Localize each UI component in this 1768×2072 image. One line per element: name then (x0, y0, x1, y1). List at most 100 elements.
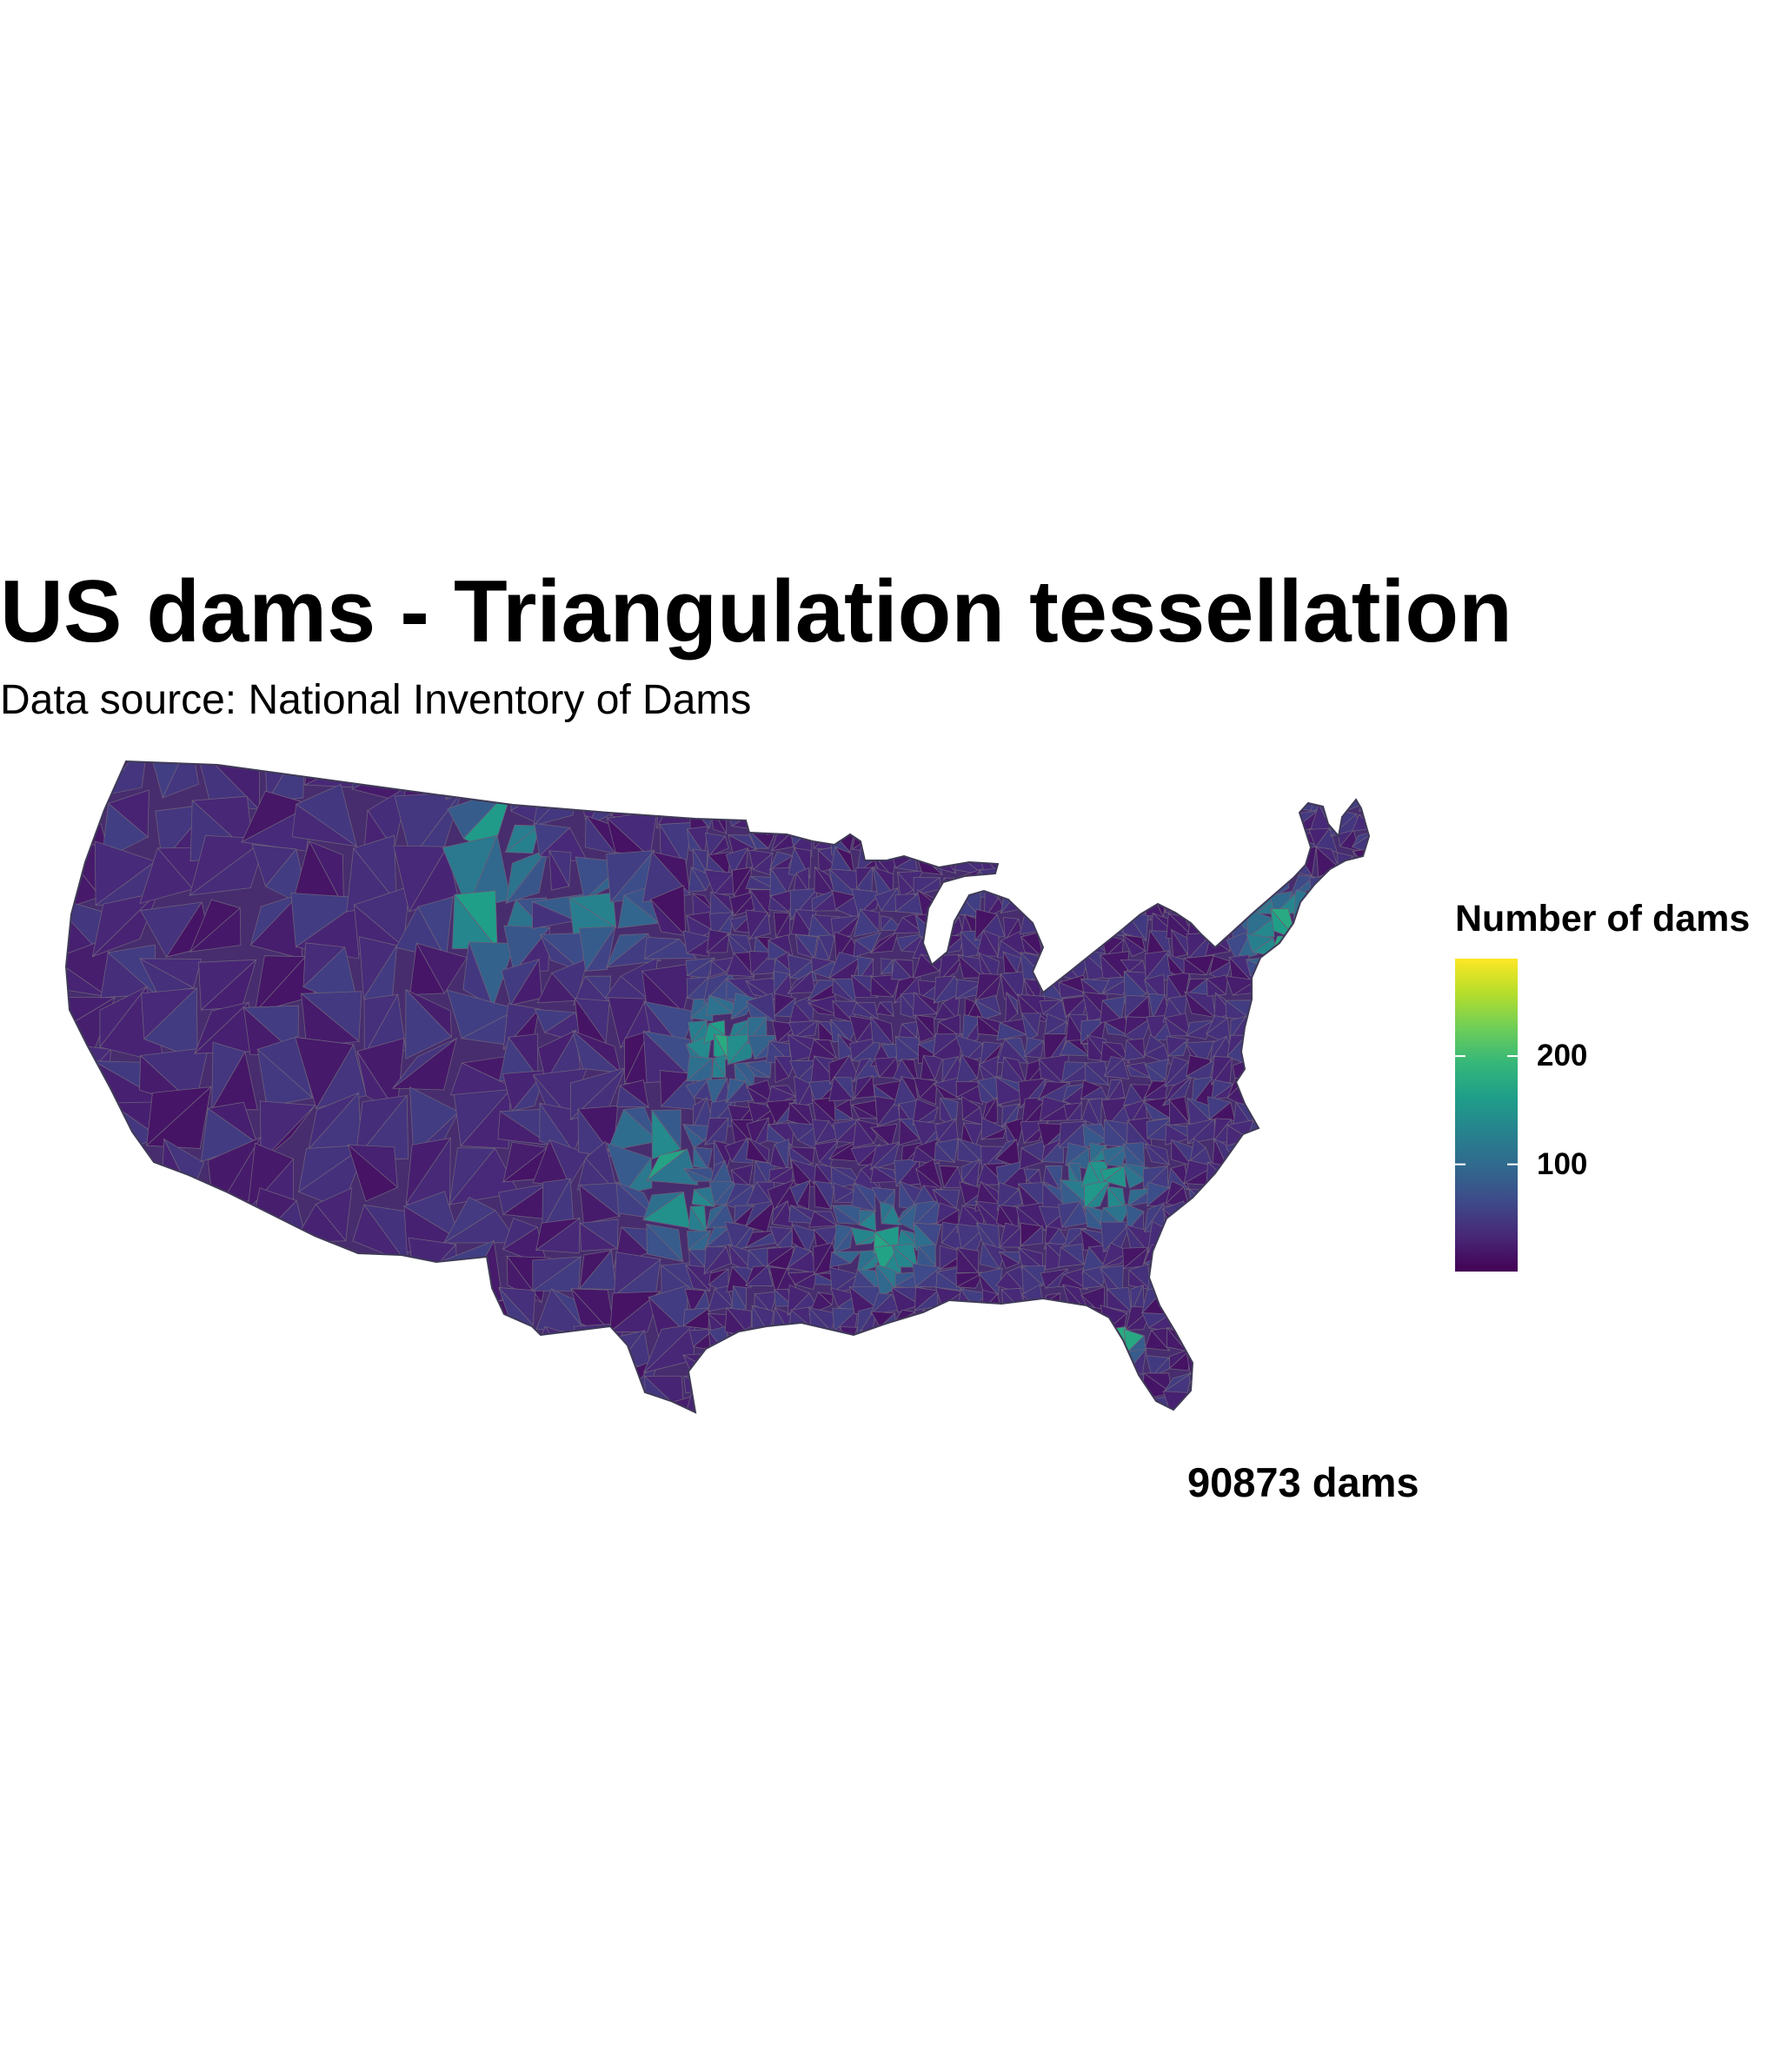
tessellation-cell (1080, 807, 1112, 827)
tessellation-cell (1332, 1179, 1352, 1204)
tessellation-cell (1355, 1368, 1369, 1391)
tessellation-cell (1293, 1076, 1313, 1106)
tessellation-cell (1080, 1086, 1107, 1099)
tessellation-cell (832, 811, 856, 835)
tessellation-cell (1226, 1185, 1255, 1211)
tessellation-cell (1333, 1398, 1361, 1412)
tessellation-cell (1266, 813, 1299, 830)
tessellation-cell (1329, 1229, 1354, 1254)
tessellation-cell (1165, 1269, 1195, 1295)
tessellation-cell (1372, 746, 1398, 774)
tessellation-cell (814, 1179, 832, 1210)
tessellation-cell (890, 761, 924, 774)
tessellation-cell (767, 1334, 798, 1353)
tessellation-cell (768, 761, 796, 767)
tessellation-cell (768, 1388, 797, 1412)
tessellation-cell (1309, 892, 1339, 920)
tessellation-cell (1184, 991, 1217, 1019)
tessellation-cell (1336, 890, 1362, 914)
chart-title: US dams - Triangulation tessellation (0, 563, 1512, 661)
tessellation-cell (1293, 1180, 1317, 1211)
tessellation-cell (1043, 1165, 1062, 1192)
tessellation-cell (1245, 1409, 1275, 1412)
tessellation-cell (1354, 1351, 1369, 1372)
tessellation-cell (1082, 1270, 1104, 1289)
tessellation-cell (790, 1389, 814, 1412)
tessellation-cell (999, 807, 1024, 831)
tessellation-cell (691, 772, 712, 789)
tessellation-cell (957, 761, 979, 772)
tessellation-cell (1253, 1247, 1271, 1270)
tessellation-cell (876, 1099, 901, 1127)
tessellation-cell (1128, 824, 1145, 851)
tessellation-cell (894, 766, 921, 795)
tessellation-cell (752, 852, 774, 875)
tessellation-cell (714, 1411, 735, 1412)
tessellation-cell (980, 806, 1005, 835)
tessellation-cell (978, 1325, 1007, 1357)
tessellation-cell (1330, 1414, 1356, 1441)
tessellation-cell (853, 1119, 875, 1148)
tessellation-cell (1079, 1370, 1104, 1398)
tessellation-cell (1206, 1269, 1238, 1285)
tessellation-cell (1087, 894, 1102, 920)
tessellation-cell (688, 1205, 708, 1232)
tessellation-cell (1106, 1375, 1126, 1399)
tessellation-cell (1108, 853, 1127, 869)
tessellation-cell (1373, 1043, 1400, 1063)
tessellation-cell (857, 783, 875, 807)
tessellation-cell (1372, 826, 1401, 853)
tessellation-cell (1268, 1064, 1290, 1086)
tessellation-cell (1380, 961, 1400, 982)
tessellation-cell (1308, 934, 1339, 958)
tessellation-cell (1378, 1185, 1398, 1211)
tessellation-cell (1040, 892, 1067, 916)
tessellation-cell (108, 1160, 155, 1214)
tessellation-cell (897, 871, 914, 898)
tessellation-cell (1228, 888, 1251, 921)
tessellation-cell (1044, 889, 1067, 913)
tessellation-cell (1271, 1353, 1299, 1378)
legend-colorbar (1455, 959, 1518, 1272)
tessellation-cell (976, 1352, 1008, 1376)
tessellation-cell (1309, 907, 1336, 934)
tessellation-cell (1267, 1064, 1295, 1079)
tessellation-cell (1250, 1144, 1277, 1167)
tessellation-cell (729, 1417, 751, 1433)
tessellation-cell (1020, 1225, 1043, 1247)
tessellation-cell (1229, 1394, 1253, 1412)
tessellation-cell (342, 1394, 399, 1412)
tessellation-cell (808, 761, 831, 768)
tessellation-cell (1187, 1243, 1208, 1273)
tessellation-cell (501, 761, 548, 791)
tessellation-cell (66, 1041, 112, 1112)
tessellation-cell (1270, 773, 1290, 795)
tessellation-cell (747, 1391, 768, 1412)
tessellation-cell (933, 764, 959, 794)
tessellation-cell (575, 1410, 627, 1412)
tessellation-cell (93, 1162, 147, 1213)
tessellation-cell (1268, 1288, 1298, 1306)
tessellation-cell (1235, 868, 1258, 893)
tessellation-cell (1227, 761, 1248, 774)
tessellation-cell (1020, 1395, 1040, 1412)
tessellation-cell (1308, 1185, 1334, 1207)
tessellation-cell (1000, 828, 1026, 859)
tessellation-cell (1354, 1224, 1369, 1253)
tessellation-cell (775, 805, 798, 829)
tessellation-cell (1290, 1227, 1319, 1252)
tessellation-cell (1020, 866, 1039, 893)
tessellation-cell (1166, 867, 1195, 893)
tessellation-cell (1267, 1037, 1290, 1056)
tessellation-cell (833, 761, 862, 770)
tessellation-cell (1254, 1097, 1278, 1121)
tessellation-cell (1225, 805, 1247, 834)
tessellation-cell (1002, 869, 1028, 893)
tessellation-cell (1252, 849, 1269, 878)
tessellation-cell (509, 958, 542, 1006)
tessellation-cell (1337, 991, 1362, 1023)
tessellation-cell (1376, 765, 1398, 792)
tessellation-cell (1349, 871, 1369, 889)
tessellation-cell (1332, 1075, 1359, 1103)
tessellation-cell (1233, 868, 1259, 893)
